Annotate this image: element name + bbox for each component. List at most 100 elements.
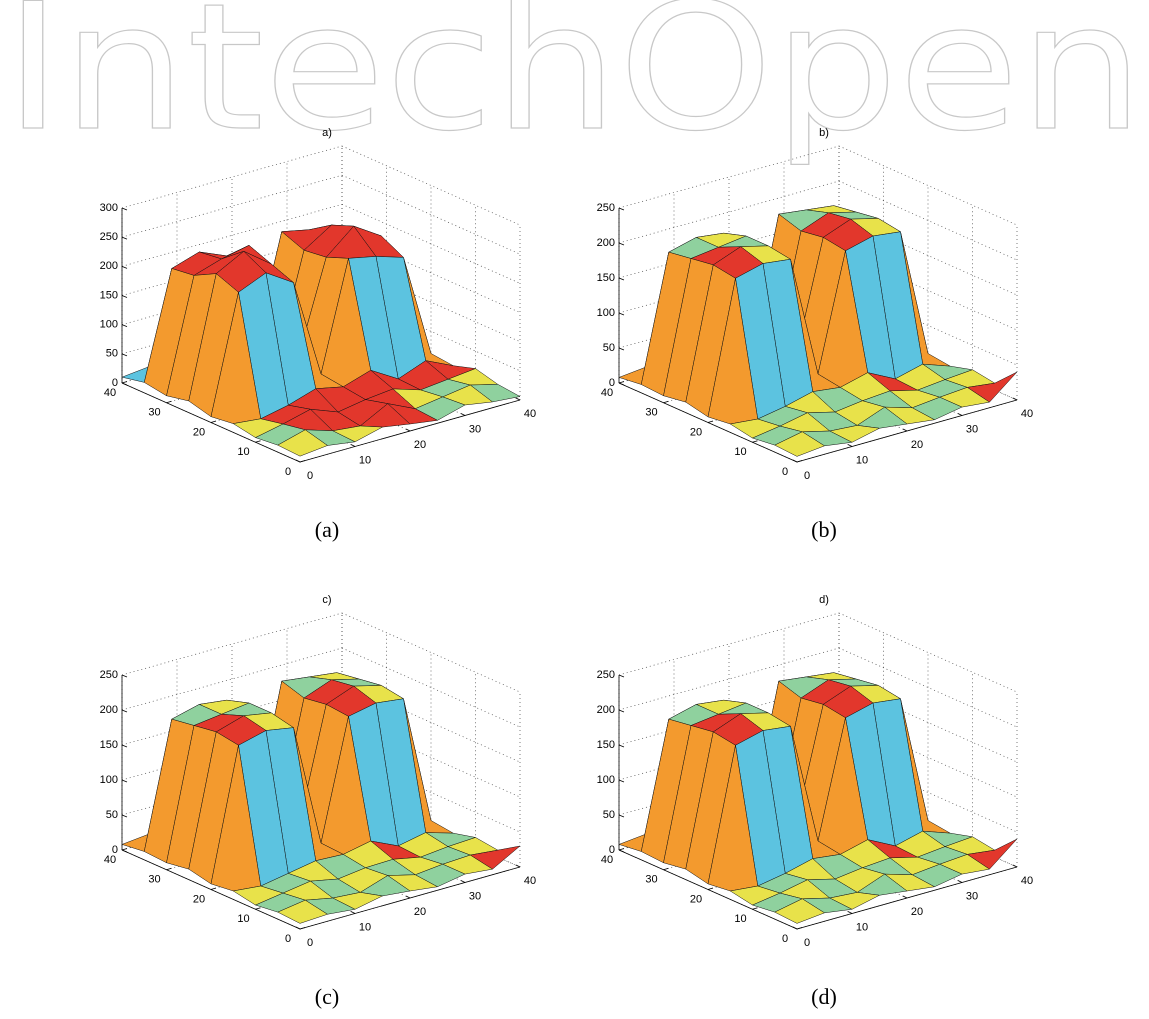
y-tick-label: 0 (285, 466, 291, 478)
tick-mark (121, 324, 128, 328)
z-tick-label: 250 (100, 231, 118, 243)
y-axis (121, 382, 301, 463)
grid-line (341, 612, 521, 693)
tick-mark (957, 880, 963, 883)
x-tick-label: 20 (414, 439, 426, 451)
x-tick-label: 30 (966, 890, 978, 902)
tick-mark (847, 444, 853, 447)
tick-mark (663, 867, 669, 871)
tick-mark (618, 312, 625, 316)
tick-mark (1012, 864, 1018, 868)
tick-mark (618, 277, 625, 281)
caption: (a) (315, 517, 339, 542)
surface-patch (277, 899, 328, 924)
surface-patch (774, 898, 825, 924)
panel-title: c) (322, 594, 331, 606)
tick-mark (752, 440, 758, 443)
tick-mark (618, 744, 625, 748)
tick-mark (618, 242, 625, 246)
y-tick-label: 40 (601, 854, 613, 866)
tick-mark (707, 420, 714, 423)
tick-mark (350, 444, 356, 447)
x-tick-label: 40 (524, 875, 536, 887)
caption: (c) (315, 984, 339, 1009)
tick-mark (618, 848, 625, 851)
grid-line (838, 180, 1018, 261)
grid-line (341, 647, 521, 728)
tick-mark (121, 848, 128, 851)
tick-mark (166, 400, 172, 404)
z-tick-label: 150 (100, 289, 118, 301)
tick-mark (405, 428, 411, 432)
tick-mark (405, 895, 411, 899)
panel: a)(a)05010015020025030001020304001020304… (100, 127, 536, 542)
y-tick-label: 10 (237, 913, 249, 925)
z-tick-label: 100 (597, 307, 615, 319)
x-tick-label: 30 (966, 423, 978, 435)
y-tick-label: 0 (782, 466, 788, 478)
tick-mark (847, 911, 853, 914)
grid-line (838, 145, 1018, 226)
z-tick-label: 50 (106, 809, 118, 821)
x-axis (796, 866, 1018, 930)
tick-mark (618, 674, 625, 678)
tick-mark (515, 864, 521, 868)
tick-mark (460, 880, 466, 883)
grid-line (838, 647, 1018, 728)
x-tick-label: 10 (856, 921, 868, 933)
x-tick-label: 0 (307, 470, 313, 482)
x-tick-label: 0 (804, 470, 810, 482)
z-tick-label: 200 (597, 704, 615, 716)
tick-mark (618, 814, 625, 818)
caption: (d) (811, 984, 837, 1009)
tick-mark (752, 907, 758, 910)
tick-mark (210, 420, 217, 423)
tick-mark (902, 895, 908, 899)
tick-mark (707, 887, 714, 890)
x-axis (299, 866, 521, 930)
x-tick-label: 20 (911, 906, 923, 918)
tick-mark (121, 236, 128, 240)
z-tick-label: 150 (597, 272, 615, 284)
tick-mark (166, 867, 172, 871)
y-tick-label: 40 (104, 854, 116, 866)
x-tick-label: 40 (524, 408, 536, 420)
x-tick-label: 10 (856, 454, 868, 466)
x-tick-label: 10 (359, 454, 371, 466)
caption: (b) (811, 517, 837, 542)
z-tick-label: 50 (603, 809, 615, 821)
tick-mark (515, 397, 521, 401)
tick-mark (121, 381, 128, 384)
y-tick-label: 10 (734, 446, 746, 458)
z-tick-label: 250 (597, 202, 615, 214)
tick-mark (255, 440, 261, 443)
x-tick-label: 0 (804, 937, 810, 949)
watermark: IntechOpen (4, 0, 1144, 170)
panel-title: d) (819, 594, 829, 606)
y-axis (618, 382, 798, 463)
x-tick-label: 30 (469, 423, 481, 435)
y-tick-label: 10 (237, 446, 249, 458)
tick-mark (618, 347, 625, 351)
y-tick-label: 40 (104, 387, 116, 399)
tick-mark (663, 400, 669, 404)
tick-mark (121, 265, 128, 269)
tick-mark (121, 207, 128, 211)
tick-mark (210, 887, 217, 890)
z-tick-label: 250 (100, 669, 118, 681)
z-tick-label: 250 (597, 669, 615, 681)
y-tick-label: 20 (690, 426, 702, 438)
tick-mark (618, 207, 625, 211)
z-tick-label: 100 (597, 774, 615, 786)
x-axis (299, 399, 521, 463)
x-tick-label: 0 (307, 937, 313, 949)
x-tick-label: 40 (1021, 875, 1033, 887)
y-tick-label: 30 (148, 407, 160, 419)
y-tick-label: 20 (193, 426, 205, 438)
z-tick-label: 150 (100, 739, 118, 751)
y-tick-label: 40 (601, 387, 613, 399)
y-axis (121, 849, 301, 930)
tick-mark (902, 428, 908, 432)
